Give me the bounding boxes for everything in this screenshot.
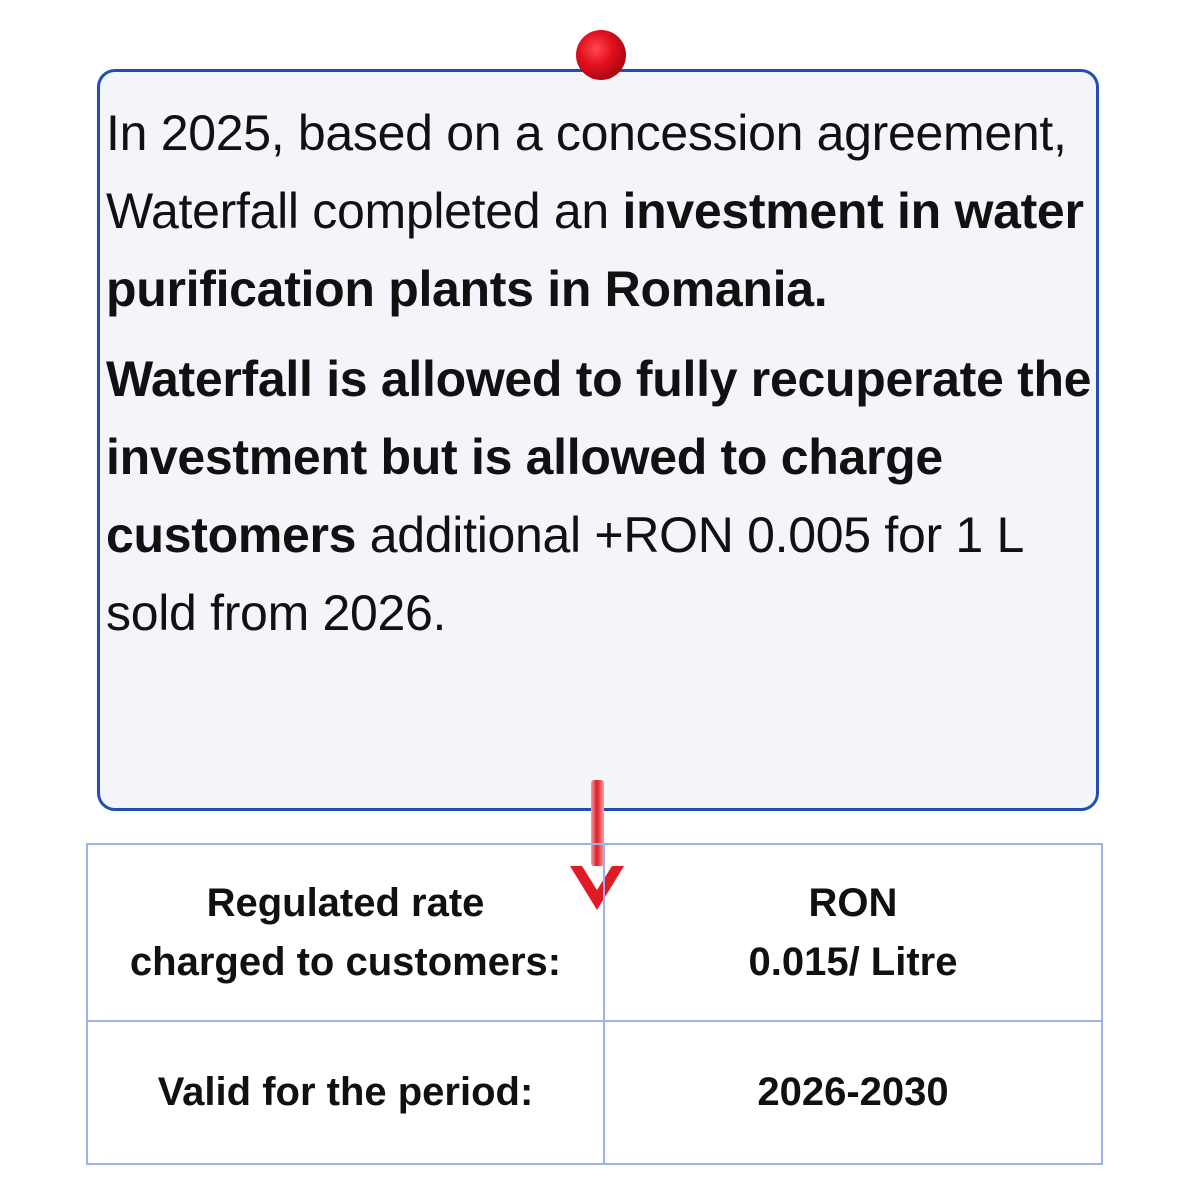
period-label-line: Valid for the period: (157, 1070, 534, 1114)
note-paragraph-1-highlight: investment in water purification plants … (106, 183, 1084, 317)
rate-value-cell: RON 0.015/ Litre (603, 843, 1103, 1022)
rate-value-line: RON (808, 880, 898, 925)
period-label-cell: Valid for the period: (86, 1020, 605, 1165)
period-value-cell: 2026-2030 (603, 1020, 1103, 1165)
table-row: Regulated rate charged to customers: RON… (86, 843, 1103, 1022)
rate-value-line: 0.015/ Litre (748, 939, 958, 984)
table-row: Valid for the period: 2026-2030 (86, 1020, 1103, 1165)
rate-label-line: Regulated rate (206, 880, 485, 925)
rate-label-cell: Regulated rate charged to customers: (86, 843, 605, 1022)
note-text: In 2025, based on a concession agreement… (106, 94, 1096, 652)
note-card: In 2025, based on a concession agreement… (97, 69, 1099, 811)
period-value-line: 2026-2030 (757, 1070, 949, 1114)
rate-label-line: charged to customers: (129, 939, 562, 984)
rate-table: Regulated rate charged to customers: RON… (86, 843, 1103, 1165)
note-paragraph-2-text: additional +RON 0.005 for 1 L sold from … (106, 507, 1023, 641)
note-paragraph-1: In 2025, based on a concession agreement… (106, 94, 1096, 328)
note-paragraph-2: Waterfall is allowed to fully recuperate… (106, 340, 1096, 652)
note-paragraph-1-text: In 2025, based on a concession agreement… (106, 105, 1067, 239)
red-pushpin-icon (576, 30, 626, 80)
note-paragraph-2-highlight: Waterfall is allowed to fully recuperate… (106, 351, 1092, 563)
